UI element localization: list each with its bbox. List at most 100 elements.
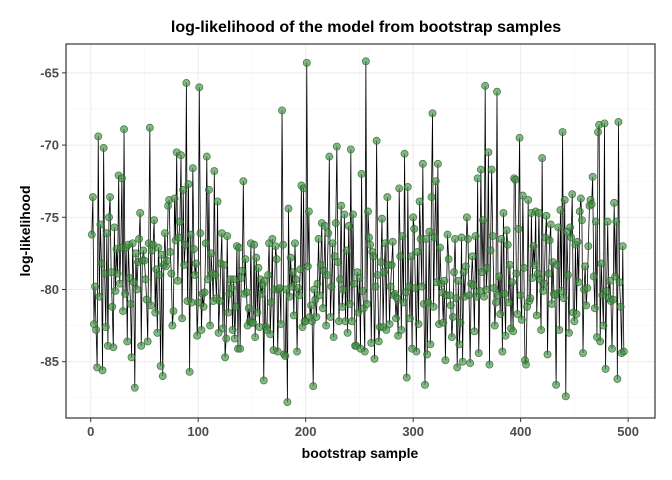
- data-point: [512, 269, 521, 278]
- x-tick-label: 500: [617, 424, 639, 439]
- data-point: [443, 230, 452, 239]
- data-point: [498, 347, 507, 356]
- data-point: [503, 240, 512, 249]
- data-point: [514, 224, 523, 233]
- data-point: [349, 210, 357, 219]
- data-point: [277, 320, 285, 329]
- data-point: [113, 269, 122, 278]
- data-point: [108, 302, 117, 311]
- data-point: [474, 349, 483, 357]
- data-point: [556, 206, 565, 215]
- data-point: [95, 292, 104, 301]
- data-point: [513, 310, 522, 318]
- data-point: [186, 230, 195, 239]
- data-point: [321, 221, 329, 230]
- data-point: [545, 236, 554, 245]
- data-point: [204, 185, 213, 194]
- data-point: [278, 106, 286, 115]
- data-point: [425, 227, 434, 236]
- data-point: [458, 357, 467, 366]
- data-point: [238, 266, 247, 275]
- data-point: [499, 208, 508, 217]
- data-point: [189, 245, 198, 253]
- data-point: [299, 184, 308, 193]
- data-point: [196, 229, 205, 238]
- data-point: [433, 159, 442, 168]
- data-point: [331, 219, 340, 228]
- data-point: [540, 279, 549, 288]
- data-point: [537, 325, 546, 334]
- data-point: [372, 136, 381, 145]
- data-point: [199, 302, 208, 311]
- data-point: [181, 240, 190, 249]
- data-point: [613, 375, 622, 383]
- data-point: [450, 268, 458, 277]
- data-point: [385, 320, 394, 329]
- data-point: [528, 273, 537, 282]
- data-point: [154, 243, 163, 252]
- data-point: [515, 133, 524, 142]
- data-point: [129, 278, 138, 287]
- data-point: [207, 249, 216, 258]
- data-point: [241, 255, 250, 264]
- data-point: [350, 279, 358, 288]
- data-point: [202, 152, 211, 161]
- data-point: [454, 276, 463, 285]
- data-point: [369, 252, 378, 261]
- data-point: [393, 294, 401, 303]
- data-point: [224, 308, 233, 317]
- data-point: [343, 328, 352, 337]
- data-point: [338, 302, 347, 311]
- data-point: [111, 286, 120, 295]
- data-point: [508, 278, 516, 287]
- chart-title: log-likelihood of the model from bootstr…: [171, 19, 561, 36]
- data-point: [137, 341, 146, 350]
- data-point: [175, 217, 184, 226]
- data-point: [314, 234, 323, 243]
- data-point: [609, 295, 618, 304]
- data-point: [555, 325, 564, 334]
- data-point: [130, 383, 139, 392]
- data-point: [169, 307, 178, 316]
- data-point: [603, 217, 612, 226]
- data-point: [244, 304, 253, 313]
- data-point: [511, 175, 520, 184]
- data-point: [436, 243, 444, 252]
- data-point: [357, 170, 366, 178]
- data-point: [568, 190, 577, 199]
- data-point: [551, 291, 559, 300]
- data-point: [180, 260, 189, 269]
- data-point: [486, 246, 495, 255]
- data-point: [415, 197, 424, 206]
- data-point: [339, 285, 348, 294]
- data-point: [509, 327, 518, 336]
- data-point: [170, 194, 179, 203]
- data-point: [405, 314, 414, 323]
- data-point: [296, 265, 305, 274]
- data-point: [388, 237, 397, 246]
- y-tick-label: -80: [40, 282, 59, 297]
- data-point: [526, 294, 535, 303]
- data-point: [522, 360, 530, 369]
- data-point: [461, 262, 470, 271]
- data-point: [392, 314, 400, 323]
- data-point: [284, 204, 293, 213]
- data-point: [360, 347, 369, 356]
- data-point: [313, 279, 322, 288]
- data-point: [266, 330, 275, 339]
- x-tick-label: 300: [402, 424, 424, 439]
- data-point: [500, 289, 509, 298]
- data-point: [371, 282, 380, 291]
- data-point: [478, 268, 486, 277]
- data-point: [483, 263, 492, 272]
- data-point: [462, 213, 471, 222]
- data-point: [215, 297, 224, 305]
- data-point: [132, 285, 141, 294]
- data-point: [191, 271, 199, 279]
- data-point: [452, 294, 461, 303]
- data-point: [283, 398, 292, 407]
- data-point: [177, 151, 185, 160]
- data-point: [495, 272, 504, 281]
- data-point: [327, 282, 336, 291]
